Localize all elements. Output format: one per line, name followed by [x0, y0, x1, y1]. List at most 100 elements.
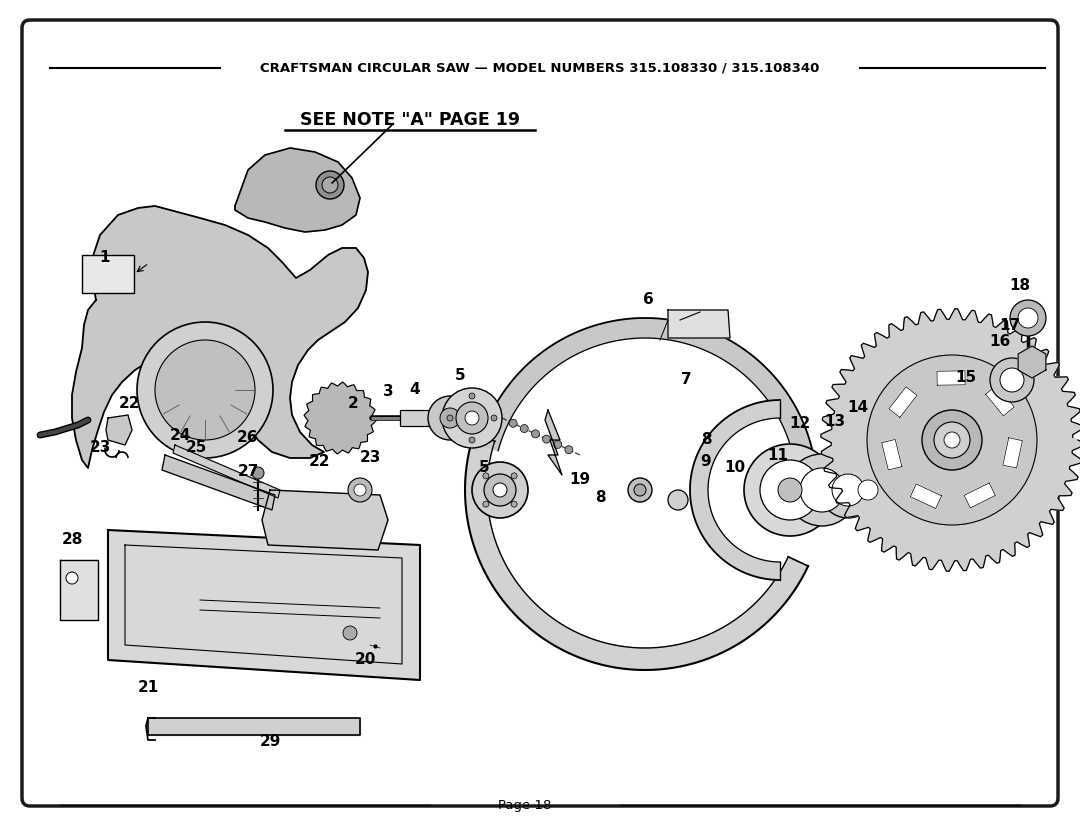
Circle shape: [848, 470, 888, 510]
Circle shape: [511, 501, 517, 507]
Text: 21: 21: [137, 680, 159, 696]
Text: 26: 26: [238, 430, 259, 446]
Text: 5: 5: [478, 461, 489, 476]
Circle shape: [990, 358, 1034, 402]
Circle shape: [308, 386, 372, 450]
Circle shape: [744, 444, 836, 536]
Circle shape: [442, 388, 502, 448]
Circle shape: [565, 446, 572, 454]
Circle shape: [348, 478, 372, 502]
Polygon shape: [889, 387, 917, 418]
Text: 25: 25: [186, 440, 206, 456]
Circle shape: [456, 402, 488, 434]
Bar: [82, 255, 134, 293]
Circle shape: [867, 355, 1037, 525]
Circle shape: [521, 425, 528, 433]
Circle shape: [542, 435, 551, 443]
Circle shape: [627, 478, 652, 502]
Circle shape: [554, 440, 562, 448]
Circle shape: [322, 177, 338, 193]
Text: 29: 29: [259, 734, 281, 749]
Polygon shape: [162, 455, 275, 510]
Polygon shape: [1003, 438, 1023, 468]
Circle shape: [465, 411, 480, 425]
Circle shape: [1018, 308, 1038, 328]
Circle shape: [440, 408, 460, 428]
Text: 6: 6: [643, 293, 653, 308]
Text: 3: 3: [382, 384, 393, 399]
Circle shape: [484, 474, 516, 506]
Circle shape: [934, 422, 970, 458]
Circle shape: [531, 430, 539, 438]
Text: SEE NOTE "A" PAGE 19: SEE NOTE "A" PAGE 19: [300, 111, 519, 129]
Circle shape: [469, 393, 475, 399]
Circle shape: [354, 484, 366, 496]
Text: 28: 28: [62, 533, 83, 548]
Circle shape: [1010, 300, 1047, 336]
Text: 9: 9: [701, 455, 712, 470]
Text: 12: 12: [789, 416, 811, 431]
Circle shape: [472, 462, 528, 518]
Polygon shape: [262, 490, 388, 550]
Polygon shape: [545, 410, 562, 475]
Text: 22: 22: [119, 397, 140, 411]
Circle shape: [922, 410, 982, 470]
Circle shape: [786, 454, 858, 526]
Polygon shape: [173, 445, 280, 498]
Circle shape: [800, 468, 843, 512]
Text: 14: 14: [848, 400, 868, 415]
Circle shape: [492, 483, 507, 497]
Polygon shape: [106, 415, 132, 445]
Circle shape: [1000, 368, 1024, 392]
Text: 11: 11: [768, 447, 788, 462]
Text: 18: 18: [1010, 278, 1030, 293]
Text: 17: 17: [999, 319, 1021, 333]
Text: 8: 8: [701, 432, 712, 447]
Circle shape: [483, 473, 489, 479]
Text: 27: 27: [238, 465, 259, 480]
Circle shape: [509, 420, 517, 427]
Circle shape: [669, 490, 688, 510]
Text: 10: 10: [725, 461, 745, 476]
Circle shape: [858, 480, 878, 500]
Polygon shape: [1018, 346, 1045, 378]
Polygon shape: [235, 148, 360, 232]
Text: 23: 23: [90, 440, 110, 456]
Circle shape: [778, 478, 802, 502]
Text: 5: 5: [455, 367, 465, 383]
Text: 19: 19: [569, 472, 591, 487]
Circle shape: [469, 437, 475, 443]
Circle shape: [343, 626, 357, 640]
Circle shape: [483, 501, 489, 507]
Text: 22: 22: [309, 455, 330, 470]
Text: 2: 2: [348, 397, 359, 411]
Polygon shape: [305, 382, 376, 454]
Circle shape: [491, 415, 497, 421]
Polygon shape: [964, 483, 996, 508]
Polygon shape: [910, 484, 942, 508]
Circle shape: [760, 460, 820, 520]
Text: 13: 13: [824, 414, 846, 430]
Polygon shape: [60, 560, 98, 620]
Text: 4: 4: [409, 383, 420, 398]
Circle shape: [428, 396, 472, 440]
Circle shape: [944, 432, 960, 448]
Polygon shape: [690, 400, 780, 580]
Polygon shape: [937, 371, 966, 385]
Text: 8: 8: [595, 491, 605, 506]
Text: 15: 15: [956, 371, 976, 385]
Circle shape: [156, 340, 255, 440]
Text: 20: 20: [354, 653, 376, 668]
Polygon shape: [72, 206, 368, 468]
Polygon shape: [478, 318, 816, 477]
Polygon shape: [108, 530, 420, 680]
Circle shape: [252, 467, 264, 479]
Text: CRAFTSMAN CIRCULAR SAW — MODEL NUMBERS 315.108330 / 315.108340: CRAFTSMAN CIRCULAR SAW — MODEL NUMBERS 3…: [260, 61, 820, 75]
Text: 16: 16: [989, 335, 1011, 350]
FancyBboxPatch shape: [22, 20, 1058, 806]
Polygon shape: [881, 440, 902, 470]
Text: 1: 1: [99, 251, 110, 265]
Text: 7: 7: [680, 373, 691, 388]
Bar: [400, 410, 435, 426]
Polygon shape: [669, 310, 730, 338]
